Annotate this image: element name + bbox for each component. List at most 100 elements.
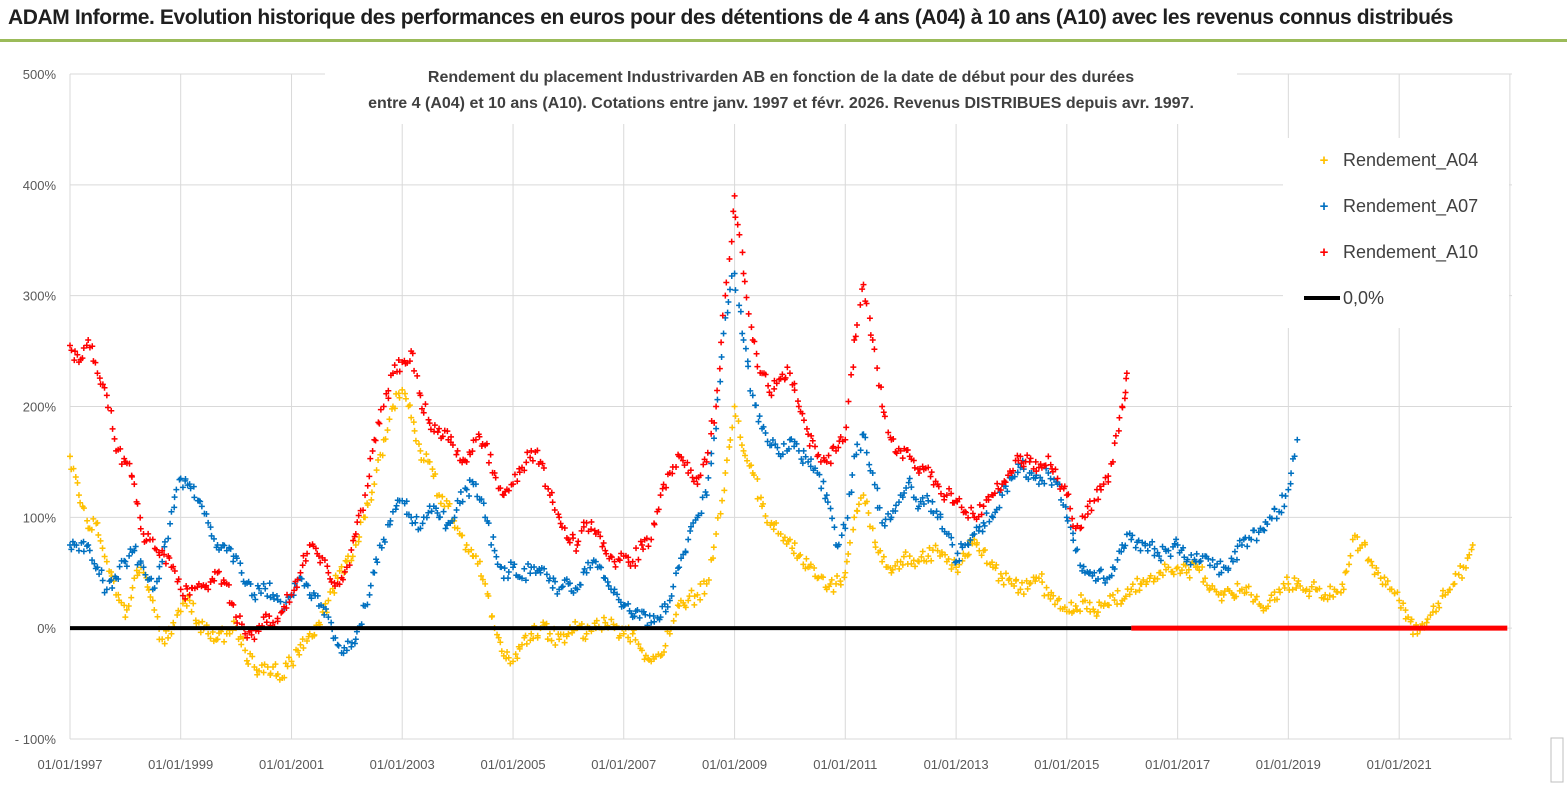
marker-a07-fill: [570, 589, 577, 596]
marker-a04-fill: [1381, 574, 1388, 581]
marker-a10-fill: [719, 312, 726, 319]
marker-a10-fill: [603, 550, 610, 557]
marker-a04: [352, 542, 359, 549]
marker-a04: [482, 580, 489, 587]
marker-a04-fill: [468, 546, 475, 553]
marker-a10-fill: [317, 559, 324, 566]
marker-a10-fill: [409, 350, 416, 357]
marker-a04-fill: [781, 534, 788, 541]
marker-a04: [860, 492, 867, 499]
marker-a10-fill: [852, 333, 859, 340]
marker-a07-fill: [321, 611, 328, 618]
marker-a07: [676, 564, 683, 571]
marker-a04: [1396, 597, 1403, 604]
marker-a07: [1230, 558, 1236, 565]
marker-a04-fill: [267, 670, 274, 677]
marker-a07-fill: [531, 564, 538, 571]
marker-a07-fill: [577, 581, 584, 588]
marker-a10-fill: [278, 609, 285, 616]
marker-a04-fill: [1096, 599, 1103, 606]
marker-a04-fill: [364, 502, 371, 509]
marker-a04-fill: [1400, 600, 1407, 607]
marker-a10-fill: [134, 500, 141, 507]
series-a04: [67, 386, 1476, 683]
marker-a04-fill: [462, 546, 469, 553]
y-tick-label: 400%: [23, 178, 57, 193]
marker-a04-fill: [336, 567, 343, 574]
marker-a04-fill: [877, 547, 884, 554]
marker-a04-fill: [543, 620, 550, 627]
marker-a07: [971, 530, 978, 537]
marker-a07-fill: [543, 571, 550, 578]
marker-a07-fill: [840, 521, 847, 528]
marker-a10-fill: [1027, 455, 1034, 462]
marker-a10-fill: [170, 563, 177, 570]
marker-a04-fill: [1436, 604, 1443, 611]
marker-a10-fill: [1119, 404, 1126, 411]
marker-a10-fill: [941, 496, 948, 503]
marker-a10: [1100, 481, 1107, 488]
marker-a10-fill: [700, 461, 707, 468]
marker-a07-fill: [134, 561, 141, 568]
marker-a04-fill: [945, 555, 952, 562]
marker-a04-fill: [238, 641, 245, 648]
marker-a07-fill: [874, 485, 881, 492]
marker-a04: [67, 453, 73, 460]
marker-a04-fill: [908, 560, 915, 567]
marker-a07-fill: [522, 577, 529, 584]
marker-a10: [842, 436, 849, 443]
marker-a07-fill: [448, 517, 455, 524]
marker-a07-fill: [68, 546, 75, 553]
marker-a07-fill: [171, 494, 178, 501]
marker-a10-fill: [1020, 463, 1027, 470]
marker-a10-fill: [997, 487, 1004, 494]
marker-a04-fill: [841, 574, 848, 581]
marker-a10-fill: [963, 509, 970, 516]
marker-a07-fill: [501, 565, 508, 572]
marker-a04-fill: [245, 660, 252, 667]
marker-a10-fill: [1065, 491, 1072, 498]
marker-a10-fill: [521, 467, 528, 474]
marker-a04: [833, 580, 840, 587]
marker-a04-fill: [396, 394, 403, 401]
marker-a10-fill: [383, 390, 390, 397]
marker-a07: [214, 542, 221, 549]
marker-a10-fill: [741, 278, 748, 285]
marker-a07-fill: [628, 610, 635, 617]
marker-a07-fill: [908, 484, 915, 491]
marker-a07: [352, 636, 359, 643]
scrollbar-stub[interactable]: [1550, 737, 1564, 783]
marker-a04-fill: [77, 499, 84, 506]
legend-marker-a04: +: [1320, 152, 1329, 169]
chart-legend[interactable]: + Rendement_A04 + Rendement_A07 + Rendem…: [1283, 138, 1509, 328]
marker-a10-fill: [179, 592, 186, 599]
marker-a04-fill: [1324, 596, 1331, 603]
marker-a10-fill: [1018, 460, 1025, 467]
marker-a07-fill: [849, 471, 856, 478]
marker-a04: [260, 669, 267, 676]
marker-a07: [537, 569, 544, 576]
marker-a07-fill: [558, 584, 565, 591]
marker-a10-fill: [588, 526, 595, 533]
marker-a10: [325, 569, 332, 576]
marker-a10-fill: [863, 300, 870, 307]
marker-a07-fill: [1234, 543, 1241, 550]
marker-a07-fill: [1217, 558, 1224, 565]
marker-a10-fill: [492, 474, 499, 481]
marker-a07-fill: [725, 299, 732, 306]
marker-a04-fill: [1132, 588, 1139, 595]
marker-a10-fill: [890, 435, 897, 442]
marker-a04-fill: [1182, 562, 1189, 569]
marker-a10-fill: [935, 483, 942, 490]
marker-a04: [1285, 580, 1292, 587]
marker-a07: [1146, 542, 1153, 549]
marker-a07: [602, 575, 609, 582]
marker-a10-fill: [485, 459, 492, 466]
marker-a07-fill: [636, 614, 643, 621]
marker-a04-fill: [296, 651, 303, 658]
marker-a10-fill: [312, 545, 319, 552]
marker-a10-fill: [348, 547, 355, 553]
marker-a04: [436, 492, 443, 499]
marker-a04-fill: [1094, 609, 1101, 616]
marker-a04-fill: [437, 500, 444, 507]
